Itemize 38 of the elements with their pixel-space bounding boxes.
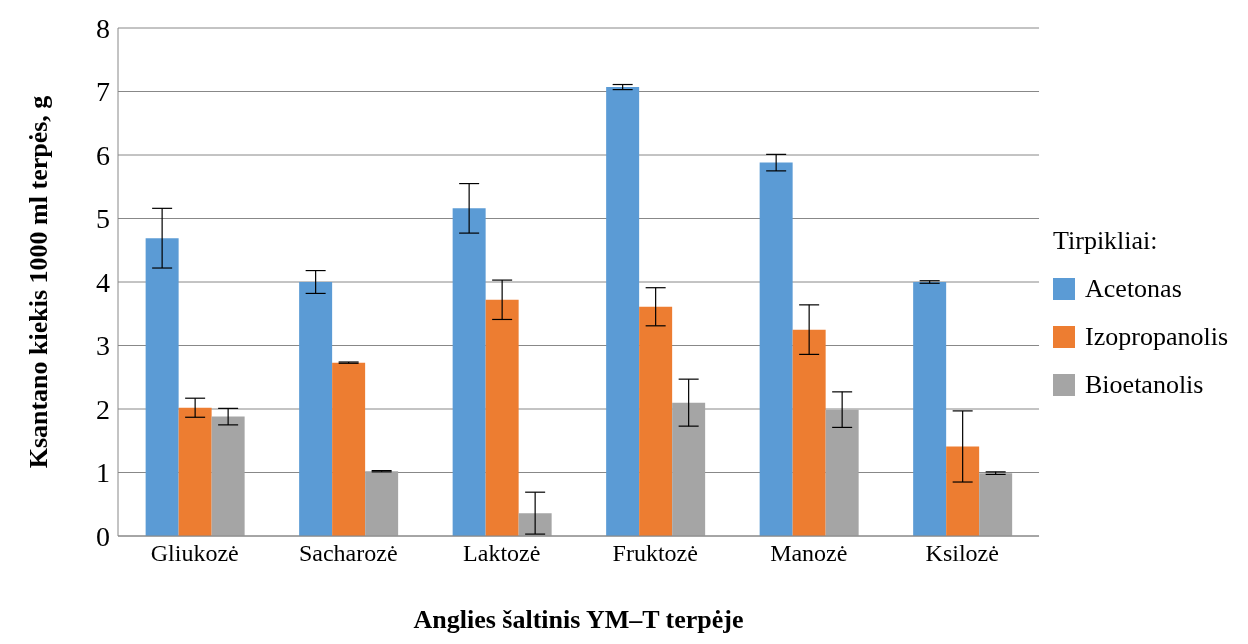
legend-label: Izopropanolis [1085,322,1228,352]
bar [913,282,947,536]
bar [672,402,706,536]
x-tick-label: Fruktozė [612,540,698,567]
bar [145,238,179,536]
bar [211,416,245,536]
bar [452,208,486,536]
y-tick-label: 8 [96,12,110,44]
bar [178,407,212,536]
y-tick-label: 6 [96,139,110,171]
bar [365,471,399,536]
y-tick-label: 1 [96,457,110,489]
x-tick-label: Ksilozė [925,540,999,567]
bar [606,87,640,536]
y-tick-label: 2 [96,393,110,425]
y-tick-label: 4 [96,266,110,298]
x-tick-label: Manozė [770,540,848,567]
y-axis-title: Ksantano kiekis 1000 ml terpės, g [24,95,54,469]
x-tick-label: Sacharozė [298,540,398,567]
bar [332,362,366,536]
bar [979,473,1013,536]
y-tick-label: 0 [96,520,110,552]
legend-label: Bioetanolis [1085,370,1204,400]
y-tick-label: 5 [96,203,110,235]
bar [825,409,859,536]
bar [946,446,980,536]
legend-title: Tirpikliai: [1053,226,1159,256]
bar [485,299,519,536]
y-tick-label: 3 [96,330,110,362]
bar [792,329,826,536]
x-tick-label: Laktozė [463,540,541,567]
bar [299,282,333,536]
bar [759,162,793,536]
legend-label: Acetonas [1085,274,1182,304]
x-tick-label: Gliukozė [150,540,239,567]
y-tick-label: 7 [96,76,110,108]
x-axis-title: Anglies šaltinis YM–T terpėje [413,605,744,634]
bar [639,306,673,536]
